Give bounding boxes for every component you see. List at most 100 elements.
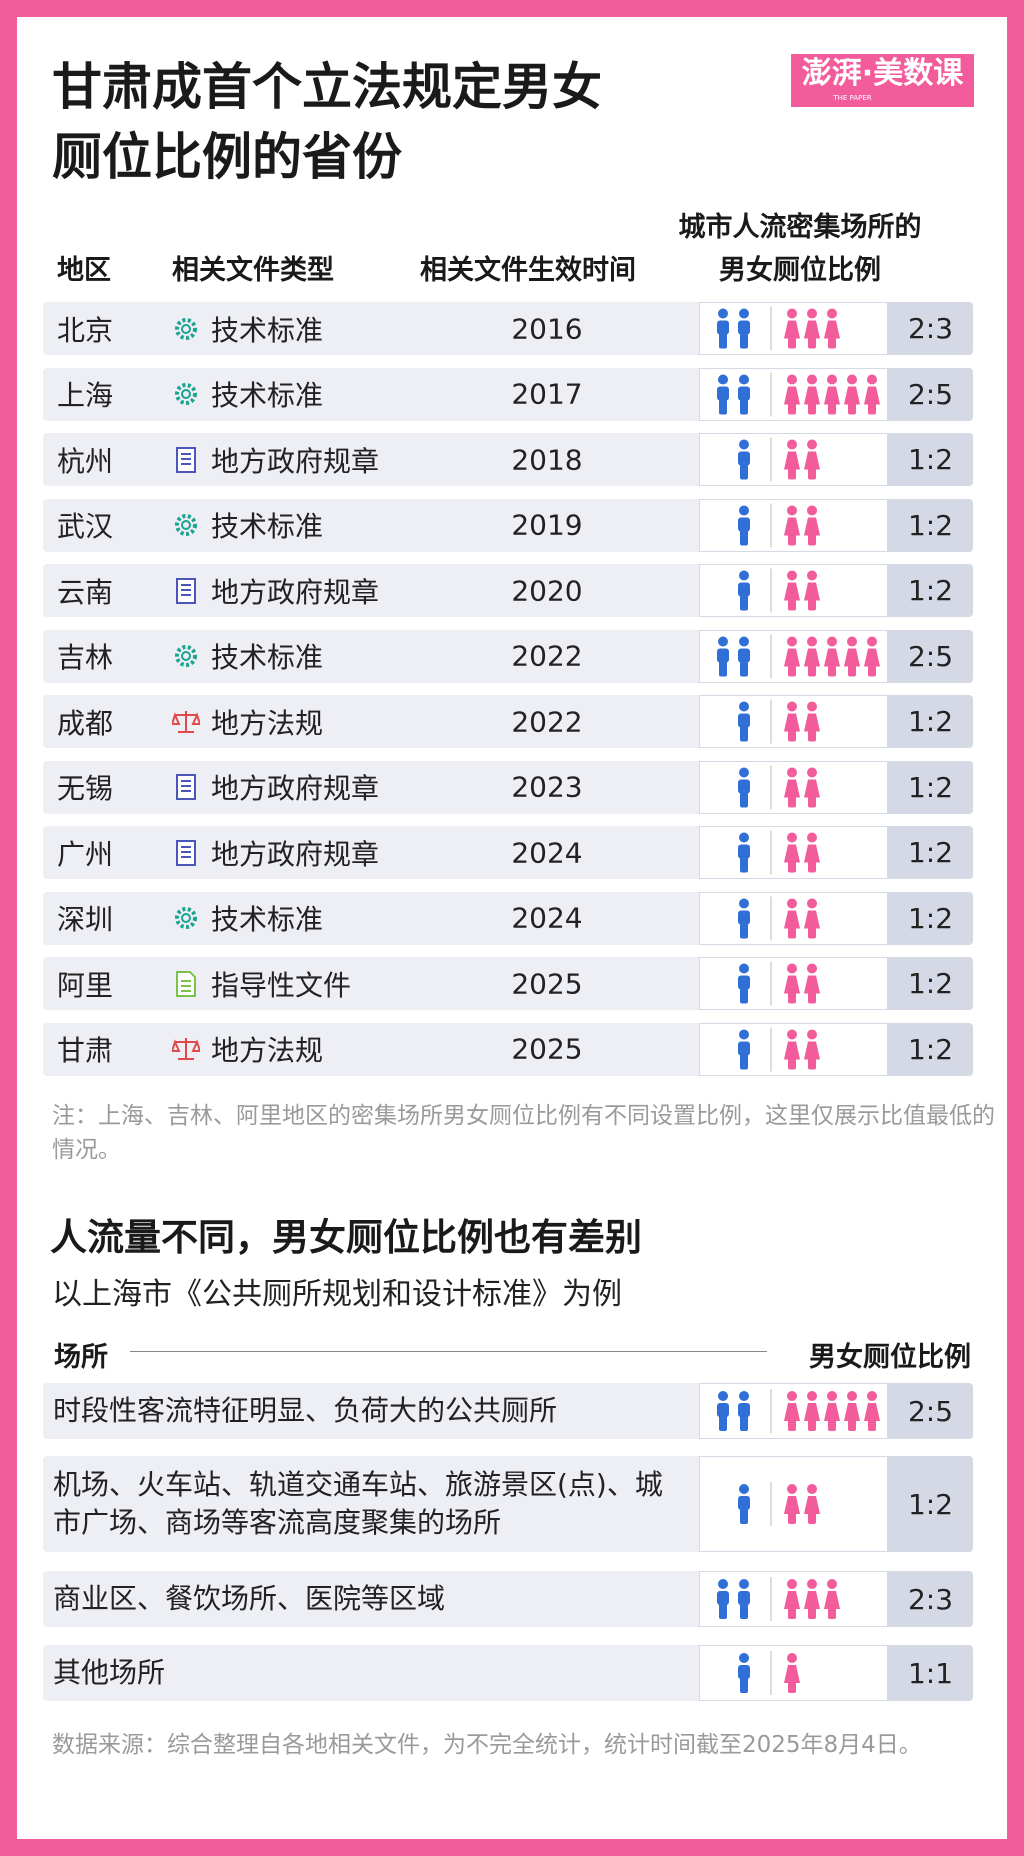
dress — [844, 1403, 860, 1421]
ratio: 1:2 — [888, 433, 973, 486]
legs — [808, 1419, 816, 1431]
doc-type: 地方政府规章 — [211, 444, 380, 478]
head — [739, 505, 749, 515]
head — [718, 308, 728, 319]
dress — [784, 1591, 800, 1609]
card: 甘肃成首个立法规定男女 厕位比例的省份 澎湃·美数课 THE PAPER 地区 … — [17, 17, 1007, 1839]
type-icon — [172, 710, 200, 733]
logo-text: 澎湃·美数课 — [801, 56, 964, 91]
male-icon — [738, 767, 750, 807]
female-icon — [784, 1484, 800, 1524]
ratio-icons — [699, 629, 888, 683]
table-row: 武汉 技术标准 2019 1:2 — [43, 498, 973, 552]
body — [738, 779, 750, 793]
ratio-icons — [699, 1645, 888, 1701]
legs — [788, 1607, 796, 1619]
head — [718, 374, 728, 384]
region: 无锡 — [57, 772, 114, 805]
dress — [804, 648, 820, 666]
table-row: 其他场所 1:1 — [43, 1645, 973, 1701]
legs — [828, 1419, 836, 1431]
head — [739, 767, 749, 777]
head — [787, 767, 797, 777]
dress — [804, 386, 820, 404]
dress — [824, 1403, 840, 1421]
dress — [824, 1591, 840, 1609]
male-icon — [738, 505, 750, 545]
legs — [808, 336, 816, 349]
body — [717, 648, 729, 662]
gear-hole — [181, 913, 191, 923]
legs — [828, 402, 836, 414]
table-row: 杭州 地方政府规章 2018 1:2 — [43, 433, 973, 486]
type-icon — [175, 317, 197, 340]
dress — [784, 1403, 800, 1421]
legs — [719, 660, 727, 676]
female-icon — [784, 898, 800, 938]
male-icon — [738, 636, 750, 676]
dress — [784, 910, 800, 928]
legs — [740, 660, 748, 676]
type-icon — [175, 645, 197, 667]
dress — [804, 713, 820, 732]
ratio: 1:2 — [888, 957, 973, 1010]
body — [717, 386, 729, 400]
legs — [740, 529, 748, 545]
legs — [740, 725, 748, 742]
table-row: 阿里 指导性文件 2025 1:2 — [43, 957, 973, 1010]
table-row: 甘肃 地方法规 2025 1:2 — [43, 1022, 973, 1076]
region: 武汉 — [57, 510, 114, 543]
body — [738, 713, 750, 728]
dress — [784, 779, 800, 797]
region: 深圳 — [57, 903, 114, 936]
table-row: 深圳 技术标准 2024 1:2 — [43, 891, 973, 945]
dress — [864, 1403, 880, 1421]
place: 机场、火车站、轨道交通车站、旅游景区(点)、城市广场、商场等客流高度聚集的场所 — [53, 1468, 663, 1539]
male-icon — [738, 1391, 750, 1431]
female-icon — [824, 1391, 840, 1431]
logo: 澎湃·美数课 THE PAPER — [791, 54, 974, 107]
head — [867, 374, 877, 384]
head — [787, 439, 797, 450]
head — [739, 1484, 749, 1494]
ratio-icons — [699, 826, 888, 879]
head — [787, 701, 797, 712]
dress — [784, 582, 800, 601]
female-icon — [784, 1391, 800, 1431]
dress — [804, 1041, 820, 1059]
female-icon — [864, 636, 880, 676]
ratio: 1:2 — [888, 1022, 973, 1076]
column-header: 城市人流密集场所的 — [678, 212, 922, 243]
dress — [804, 844, 820, 863]
head — [739, 1653, 749, 1663]
type-icon — [176, 970, 196, 997]
female-icon — [804, 898, 820, 938]
column-header: 相关文件生效时间 — [420, 255, 636, 286]
female-icon — [804, 1391, 820, 1431]
section-title: 人流量不同，男女厕位比例也有差别 — [50, 1216, 642, 1259]
icons — [738, 568, 820, 613]
body — [738, 320, 750, 335]
legs — [740, 1415, 748, 1431]
legs — [848, 402, 856, 414]
type-icon — [172, 1038, 200, 1060]
male-icon — [738, 1029, 750, 1069]
head — [739, 1579, 749, 1589]
table-row: 广州 地方政府规章 2024 1:2 — [43, 826, 973, 879]
female-icon — [784, 767, 800, 807]
female-icon — [824, 636, 840, 676]
head — [739, 898, 749, 908]
legs — [740, 791, 748, 807]
type-icon — [176, 774, 196, 800]
icons — [717, 306, 840, 351]
head — [787, 1029, 797, 1039]
body — [717, 1403, 729, 1417]
male-icon — [738, 570, 750, 611]
female-icon — [784, 701, 800, 742]
table-row: 吉林 技术标准 2022 2:5 — [43, 629, 973, 683]
legs — [808, 860, 816, 873]
region: 北京 — [57, 313, 114, 347]
doc-type: 地方政府规章 — [211, 575, 380, 609]
legs — [808, 991, 816, 1004]
icons — [738, 503, 820, 547]
